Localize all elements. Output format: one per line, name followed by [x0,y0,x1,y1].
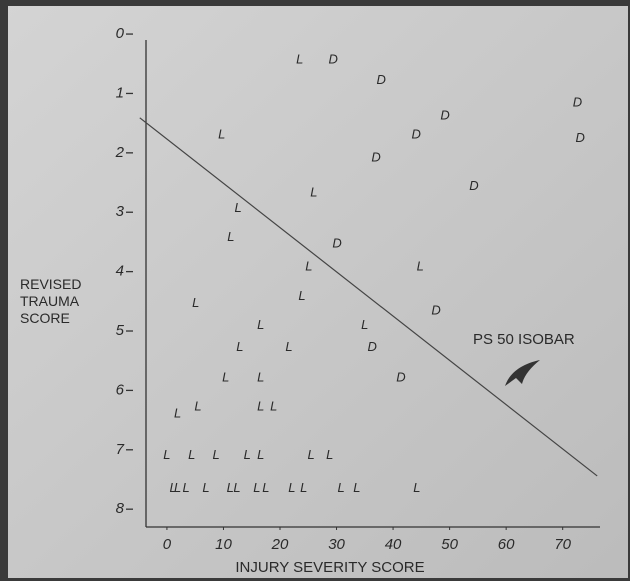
point: L [227,229,234,244]
point: L [174,480,181,495]
y-tick-label: 1 [116,84,124,101]
x-tick-label: 10 [215,536,232,553]
point: L [257,369,264,384]
point: D [332,236,341,251]
point: L [202,480,209,495]
point: L [300,480,307,495]
point: L [163,447,170,462]
point: L [307,447,314,462]
point: D [576,130,585,145]
point: L [244,447,251,462]
point: L [413,480,420,495]
point: D [367,339,376,354]
point: D [396,369,405,384]
point: L [257,398,264,413]
point: L [262,480,269,495]
point: D [573,94,582,109]
point: L [257,317,264,332]
y-tick-label: 4 [116,263,124,280]
x-tick-label: 40 [385,536,402,553]
point: D [469,178,478,193]
y-tick-label: 8 [116,500,125,517]
point: L [235,200,242,215]
point: L [253,480,260,495]
point: L [285,339,292,354]
point: L [174,406,181,421]
y-tick-label: 3 [116,203,125,220]
point: L [353,480,360,495]
point: L [298,288,305,303]
point: L [218,126,225,141]
point: L [296,52,303,67]
x-tick-label: 50 [441,536,458,553]
paper-shade [8,6,628,578]
point: L [361,317,368,332]
x-tick-label: 30 [328,536,345,553]
point: L [183,480,190,495]
x-axis-title: INJURY SEVERITY SCORE [235,559,424,576]
y-tick-label: 5 [116,322,125,339]
page: PS 50 ISOBAR INJURY SEVERITY SCORE 0 1 2 3 4… [0,0,630,581]
point: L [417,258,424,273]
point: D [328,52,337,67]
y-tick-label: 7 [116,441,125,458]
x-tick-label: 20 [271,536,289,553]
y-axis-title: REVISED TRAUMA SCORE [20,276,100,327]
point: L [188,447,195,462]
point: L [288,480,295,495]
x-tick-label: 60 [498,536,515,553]
point: L [194,398,201,413]
point: L [257,447,264,462]
point: D [412,126,421,141]
point: D [431,302,440,317]
point: L [212,447,219,462]
point: L [337,480,344,495]
y-tick-label: 0 [116,25,125,42]
annotation: PS 50 ISOBAR [473,331,575,348]
point: D [371,150,380,165]
point: L [222,369,229,384]
x-tick-label: 70 [554,536,571,553]
x-tick-label: 0 [163,536,172,553]
point: L [233,480,240,495]
y-tick-label: 6 [116,381,125,398]
point: D [377,72,386,87]
point: D [440,107,449,122]
y-tick-label: 2 [115,144,125,161]
point: L [326,447,333,462]
point: L [192,295,199,310]
point: L [270,398,277,413]
point: L [310,185,317,200]
point: L [236,339,243,354]
point: L [305,258,312,273]
